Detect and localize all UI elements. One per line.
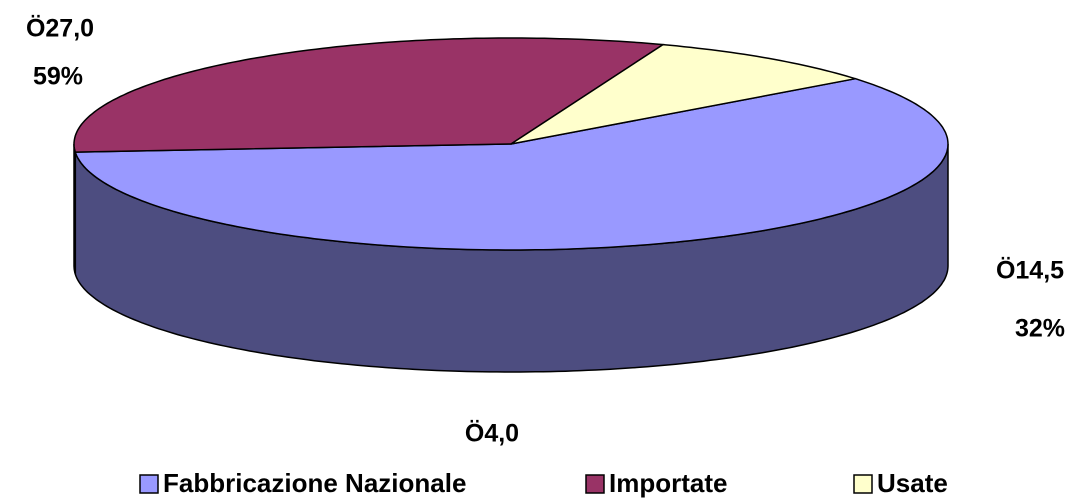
legend-label: Importate (609, 468, 727, 498)
legend-label: Fabbricazione Nazionale (163, 468, 466, 498)
legend-swatch (585, 474, 605, 494)
pie-slice (73, 37, 666, 153)
percent-label: 59% (33, 63, 83, 91)
pie-side (73, 143, 77, 275)
percent-label: 32% (1015, 315, 1065, 343)
value-label: Ö4,0 (465, 419, 519, 448)
legend-swatch (139, 474, 159, 494)
legend-label: Usate (877, 468, 948, 498)
pie-slice (74, 77, 949, 251)
value-label: Ö27,0 (26, 14, 94, 43)
value-label: Ö14,5 (996, 256, 1064, 285)
legend-swatch (853, 474, 873, 494)
pie-slice (510, 43, 856, 145)
